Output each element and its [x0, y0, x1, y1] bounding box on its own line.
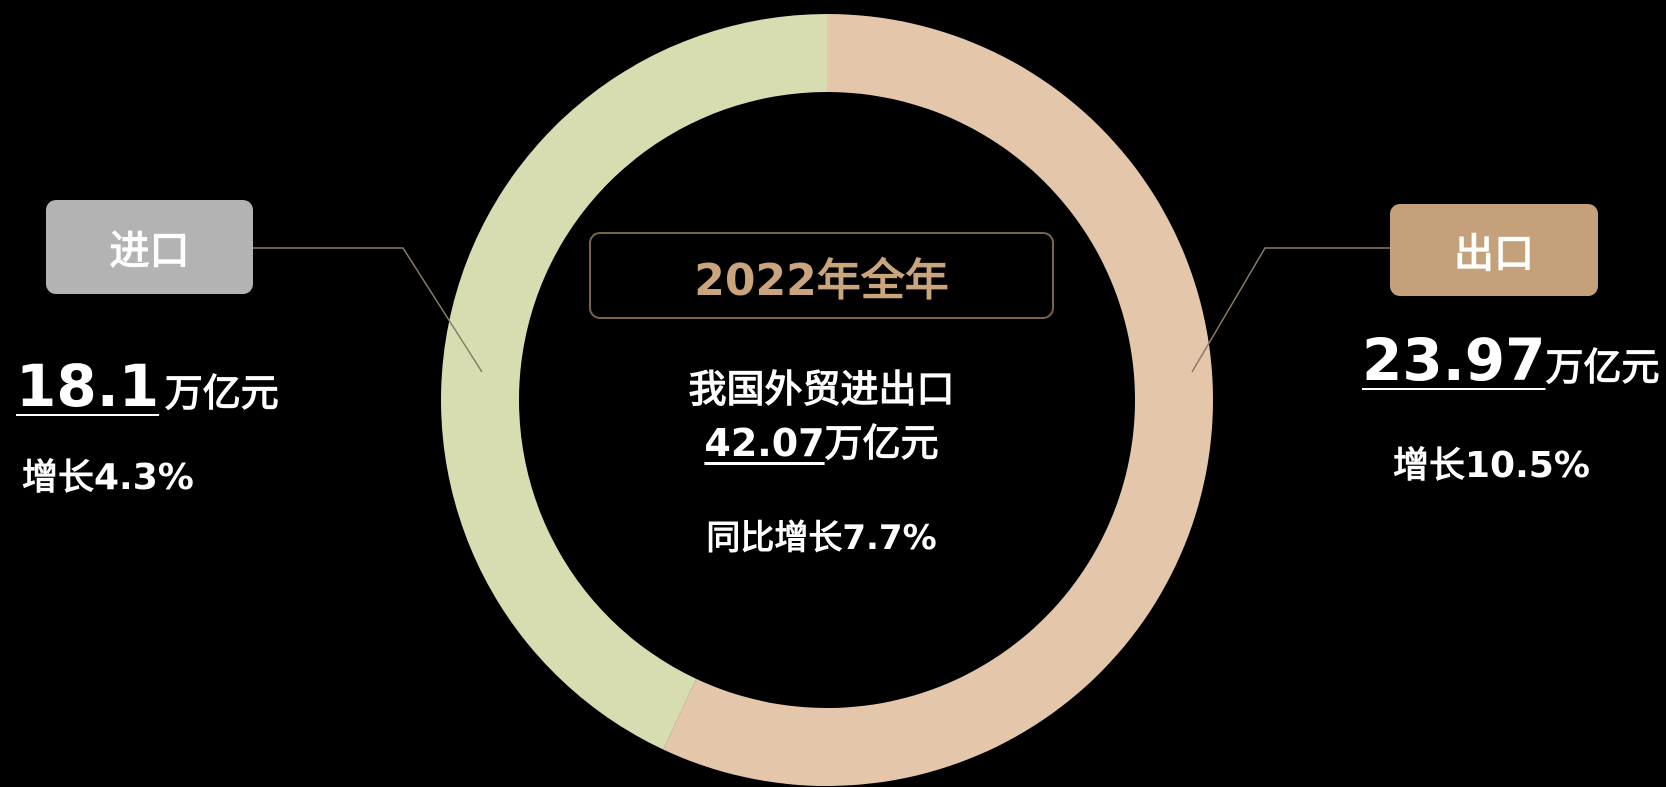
unit: 万亿元: [1545, 345, 1660, 389]
legend-badge: 出口: [1390, 204, 1598, 296]
unit: 万亿元: [164, 371, 279, 415]
center-growth: 同比增长7.7%: [706, 518, 937, 558]
growth-label: 增长10.5%: [1393, 445, 1590, 486]
total-value: 42.07: [704, 421, 825, 465]
value: 18.1: [16, 352, 160, 420]
donut: [440, 14, 1213, 787]
center-total: 42.07万亿元: [590, 412, 1053, 467]
legend-badge: 进口: [46, 200, 253, 294]
leader-line: [253, 247, 483, 373]
value: 23.97: [1362, 326, 1546, 394]
center-title: 我国外贸进出口: [688, 367, 955, 411]
center-badge: [589, 232, 1054, 319]
total-unit: 万亿元: [824, 421, 939, 465]
center-badge-text: 2022年全年: [694, 254, 949, 306]
growth-label: 增长4.3%: [22, 457, 194, 498]
leader-line: [1191, 247, 1390, 373]
donut-slice: [440, 14, 827, 750]
value-label: 23.97万亿元: [1362, 326, 1659, 394]
donut-slice: [663, 14, 1213, 787]
value-label: 18.1 万亿元: [16, 352, 279, 420]
